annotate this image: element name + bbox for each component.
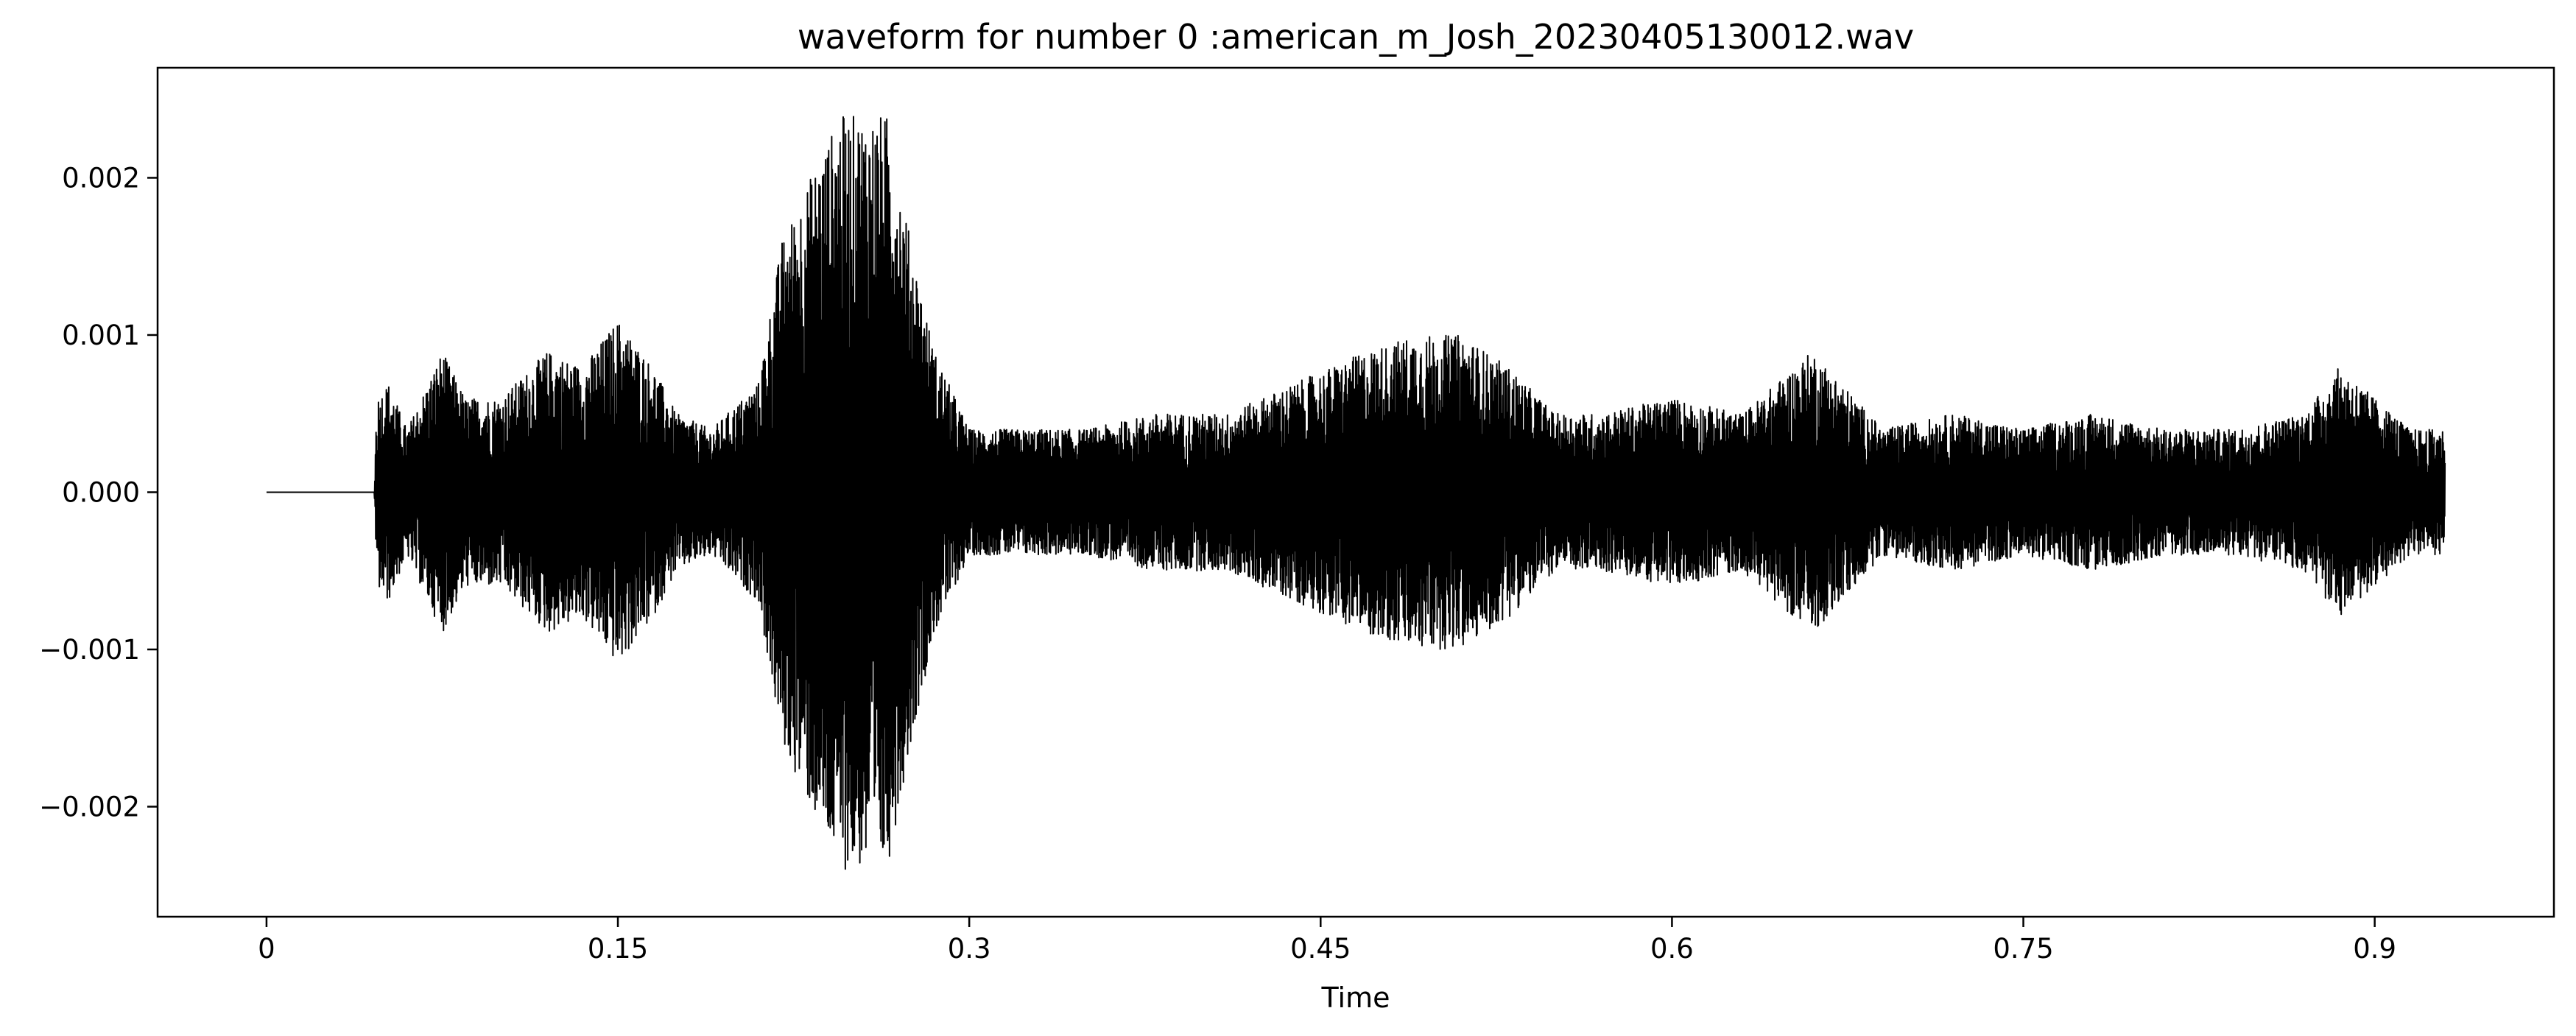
x-axis-label: Time xyxy=(1321,982,1390,1014)
x-tick-label: 0 xyxy=(258,933,275,965)
waveform-line xyxy=(266,116,2446,870)
x-tick-label: 0.45 xyxy=(1290,933,1351,965)
x-tick-label: 0.15 xyxy=(588,933,648,965)
plot-area-frame xyxy=(156,66,2555,918)
x-tick-label: 0.6 xyxy=(1650,933,1694,965)
x-tick-label: 0.3 xyxy=(948,933,991,965)
x-tick-label: 0.75 xyxy=(1993,933,2053,965)
y-tick-label: −0.002 xyxy=(39,792,140,823)
y-tick-label: 0.000 xyxy=(62,477,140,509)
chart-title: waveform for number 0 :american_m_Josh_2… xyxy=(798,17,1914,57)
y-tick-label: 0.001 xyxy=(62,320,140,351)
y-tick-label: −0.001 xyxy=(39,634,140,666)
y-axis-ticks: 0.002 0.001 0.000 −0.001 −0.002 xyxy=(39,162,158,823)
x-axis-ticks: 0 0.15 0.3 0.45 0.6 0.75 0.9 xyxy=(258,917,2396,965)
x-tick-label: 0.9 xyxy=(2353,933,2396,965)
waveform-series xyxy=(266,116,2446,870)
y-tick-label: 0.002 xyxy=(62,162,140,194)
